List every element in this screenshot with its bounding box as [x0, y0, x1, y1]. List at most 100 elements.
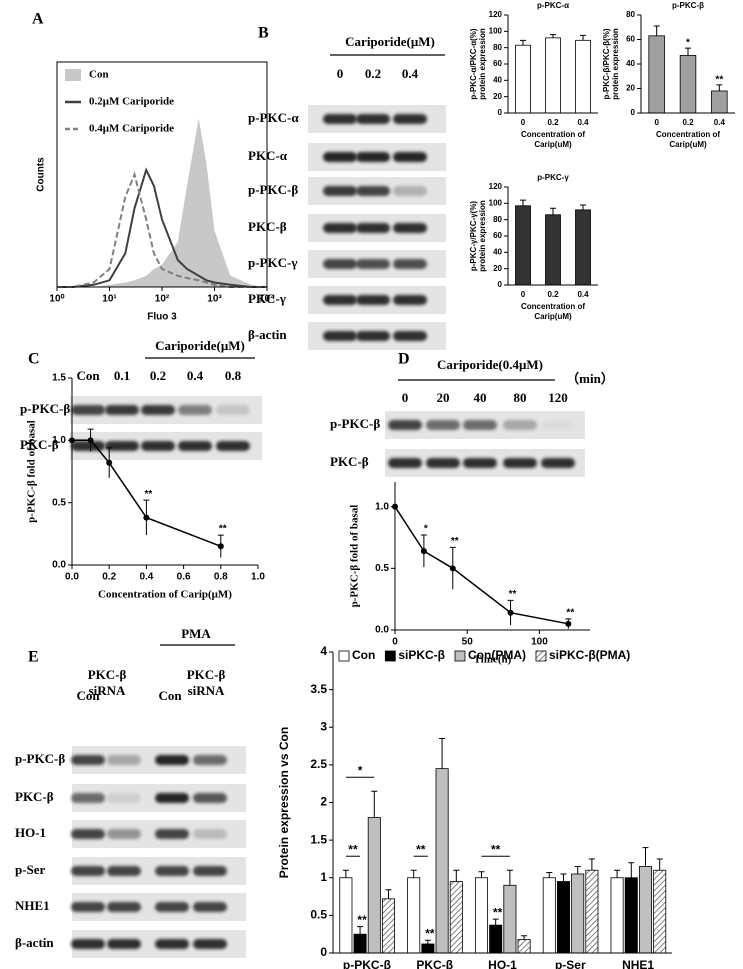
bar [545, 37, 561, 114]
lane-label: PKC-β [187, 667, 226, 682]
error-bar [506, 869, 513, 886]
x-tick-label: 100 [531, 637, 548, 648]
blot-band [393, 152, 427, 162]
error-bar [580, 204, 586, 210]
error-bar [716, 84, 723, 91]
blot-band [178, 441, 212, 451]
blot-band [71, 866, 105, 876]
legend-label: siPKC-β [398, 648, 445, 662]
chart-title: p-PKC-β [672, 1, 704, 10]
row-label: PKC-β [330, 454, 369, 469]
significance: ** [493, 905, 503, 919]
bar [711, 90, 728, 114]
significance: * [686, 38, 690, 49]
x-axis-label: Concentration of [521, 130, 585, 139]
bar [515, 205, 531, 286]
row-label: p-PKC-β [15, 751, 65, 766]
x-axis-label: Carip(uM) [669, 140, 707, 149]
blot-band [426, 458, 460, 468]
line [57, 167, 267, 288]
point [507, 609, 514, 616]
y-axis-label: p-PKC-α/PKC-α(%) [469, 28, 478, 99]
x-tick-label: HO-1 [488, 958, 517, 969]
error-bar [653, 25, 660, 36]
blot-band [323, 114, 357, 124]
row-label: β-actin [15, 935, 54, 950]
y-tick-label: 100 [489, 198, 503, 207]
x-tick-label: 0.8 [214, 572, 228, 583]
row-label: HO-1 [15, 825, 46, 840]
point [87, 437, 94, 444]
x-tick-label: 0 [521, 118, 526, 127]
x-tick-label: 0 [521, 290, 526, 299]
error-bar [642, 847, 649, 867]
x-tick-label: 1.0 [251, 572, 265, 583]
error-bar [614, 869, 621, 878]
panel-label: A [32, 11, 44, 28]
panel-label: C [28, 351, 40, 368]
error-bar [385, 889, 392, 899]
y-tick-label: 2.5 [310, 757, 327, 771]
lane-label: 0.4 [187, 368, 204, 383]
blot-header: Cariporide(μM) [155, 338, 245, 353]
blot-band [141, 405, 175, 415]
legend-label: 0.4μM Cariporide [89, 123, 174, 135]
bar [421, 943, 435, 954]
y-tick-label: 120 [489, 182, 503, 191]
bar [407, 877, 421, 954]
x-tick-label: 0.0 [65, 572, 79, 583]
lane-label: 0.2 [365, 66, 381, 81]
chart-title: p-PKC-γ [537, 173, 569, 182]
bar [585, 869, 599, 954]
blot-band [71, 793, 105, 803]
plot-frame [56, 61, 268, 288]
y-axis-label: protein expression [478, 28, 487, 100]
bar [367, 817, 381, 954]
blot-band [107, 829, 141, 839]
y-tick-label: 1.5 [52, 373, 66, 384]
error-bar [492, 918, 499, 926]
y-tick-label: 20 [493, 264, 502, 273]
x-tick-label: 10³ [207, 294, 222, 305]
x-tick-label: NHE1 [622, 958, 654, 969]
x-tick-label: PKC-β [416, 958, 453, 969]
legend-swatch [454, 650, 466, 662]
legend-label: 0.2μM Cariporide [89, 96, 174, 108]
blot-band [193, 902, 227, 912]
blot-band [323, 259, 357, 269]
y-tick-label: 0.0 [52, 560, 66, 571]
y-axis-label: p-PKC-γ/PKC-γ(%) [469, 201, 478, 272]
blot-band [155, 866, 189, 876]
blot-band [541, 458, 575, 468]
y-axis-label: Protein expression vs Con [277, 727, 291, 878]
blot-band [356, 223, 390, 233]
error-bar [342, 869, 349, 878]
y-tick-label: 1.5 [310, 832, 327, 846]
y-axis-label: p-PKC-β/PKC-β(%) [602, 28, 611, 99]
blot-band [71, 939, 105, 949]
y-tick-label: 4 [320, 644, 327, 658]
y-tick-label: 0.0 [375, 625, 389, 636]
blot-band [393, 259, 427, 269]
error-bar [560, 873, 567, 882]
blot-band [107, 866, 141, 876]
lane-label: Con [76, 688, 100, 703]
error-bar [580, 34, 586, 41]
error-bar [521, 935, 528, 940]
blot-band [323, 152, 357, 162]
x-axis-label: Carip(uM) [534, 312, 572, 321]
x-tick-label: 0 [654, 118, 659, 127]
x-tick-label: 0.2 [102, 572, 116, 583]
legend-swatch [384, 650, 396, 662]
blot-band [356, 259, 390, 269]
y-tick-label: 2 [320, 795, 327, 809]
blot-band [541, 420, 575, 430]
x-tick-label: 50 [462, 637, 474, 648]
y-axis-label: Counts [36, 157, 47, 192]
error-bar [520, 199, 526, 206]
panel-label: D [398, 351, 410, 368]
bar [517, 939, 531, 954]
x-tick-label: 0.2 [547, 290, 559, 299]
y-axis-label: protein expression [478, 200, 487, 272]
